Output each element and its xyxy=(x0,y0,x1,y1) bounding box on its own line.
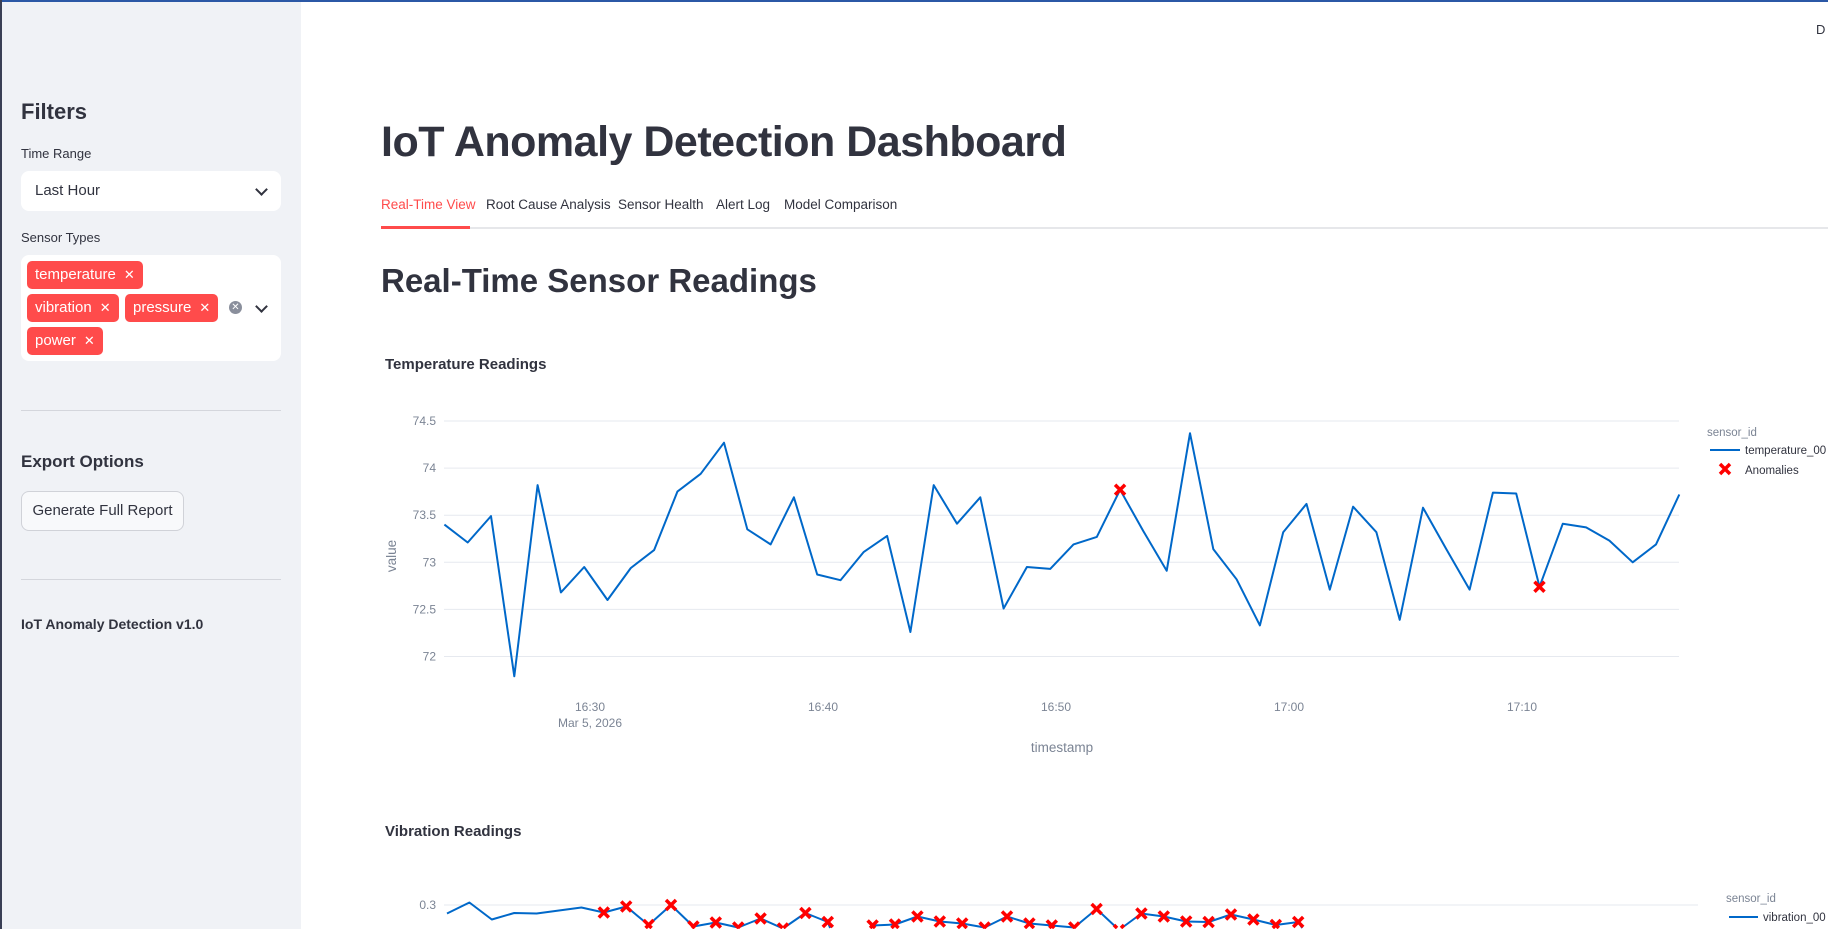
temperature-chart-title: Temperature Readings xyxy=(385,356,547,373)
anomaly-marker xyxy=(1247,913,1260,926)
tag-label: temperature xyxy=(35,266,116,283)
tag-temperature: temperature ✕ xyxy=(27,261,143,289)
sidebar-divider xyxy=(21,410,281,411)
anomaly-marker xyxy=(687,920,700,929)
legend-anomaly-marker xyxy=(1718,462,1732,476)
anomaly-marker xyxy=(1157,910,1171,923)
anomaly-marker xyxy=(1533,580,1546,594)
tab-alert-log[interactable]: Alert Log xyxy=(716,197,771,212)
anomaly-marker xyxy=(642,918,655,929)
anomaly-marker xyxy=(776,922,790,929)
anomaly-marker xyxy=(731,921,745,929)
tag-power: power ✕ xyxy=(27,327,103,355)
y-tick-label: 73.5 xyxy=(413,508,437,522)
section-subheader: Real-Time Sensor Readings xyxy=(381,262,817,299)
x-tick-label: 16:50 xyxy=(1041,700,1071,714)
anomaly-marker xyxy=(1112,923,1126,929)
legend-title: sensor_id xyxy=(1707,427,1757,439)
anomaly-marker xyxy=(799,906,812,920)
anomaly-marker xyxy=(1090,902,1103,916)
anomaly-marker xyxy=(1067,921,1081,929)
tab-real-time-view[interactable]: Real-Time View xyxy=(381,197,476,212)
anomaly-marker xyxy=(709,916,723,929)
anomaly-marker xyxy=(955,917,969,929)
y-tick-label: 72.5 xyxy=(413,602,437,616)
anomaly-marker xyxy=(1202,915,1215,929)
top-accent-bar xyxy=(0,0,1828,2)
tag-label: vibration xyxy=(35,299,92,316)
vibration-chart-title: Vibration Readings xyxy=(385,823,522,840)
anomaly-marker xyxy=(1045,919,1059,929)
anomaly-marker xyxy=(888,918,902,929)
anomaly-marker xyxy=(754,912,767,925)
sensor-types-multiselect[interactable]: temperature ✕ vibration ✕ pressure ✕ power ✕… xyxy=(21,255,281,361)
x-tick-label: 16:30 xyxy=(575,700,605,714)
page-title: IoT Anomaly Detection Dashboard xyxy=(381,118,1067,166)
anomaly-marker xyxy=(933,915,947,928)
y-tick-label: 74.5 xyxy=(413,414,437,428)
y-axis-title: value xyxy=(384,540,399,572)
remove-tag-icon[interactable]: ✕ xyxy=(99,300,111,315)
x-date-label: Mar 5, 2026 xyxy=(558,716,622,730)
anomaly-marker xyxy=(1179,915,1193,928)
anomaly-marker xyxy=(866,919,879,929)
active-tab-indicator xyxy=(381,226,470,229)
anomaly-marker xyxy=(1113,483,1127,497)
tag-vibration: vibration ✕ xyxy=(27,294,119,322)
sensor-types-label: Sensor Types xyxy=(21,230,101,245)
legend-item-anomalies: Anomalies xyxy=(1745,465,1799,477)
legend-item-vibration: vibration_00 xyxy=(1763,912,1826,924)
legend-item-temperature: temperature_00 xyxy=(1745,445,1826,457)
vibration-series-line xyxy=(446,901,1304,929)
anomaly-marker xyxy=(1224,908,1238,921)
tab-bar-border xyxy=(381,227,1828,229)
anomaly-marker xyxy=(1291,915,1305,929)
version-text: IoT Anomaly Detection v1.0 xyxy=(21,616,204,632)
y-tick-label: 74 xyxy=(423,461,437,475)
anomaly-marker xyxy=(978,921,991,929)
anomaly-marker xyxy=(1135,907,1148,920)
anomaly-marker xyxy=(597,906,611,919)
anomaly-marker xyxy=(821,915,835,929)
x-tick-label: 17:10 xyxy=(1507,700,1537,714)
deploy-button[interactable]: D xyxy=(1816,22,1826,37)
y-tick-label: 72 xyxy=(423,650,437,664)
tag-label: pressure xyxy=(133,299,192,316)
sidebar-divider xyxy=(21,579,281,580)
window-edge xyxy=(0,0,2,929)
export-heading: Export Options xyxy=(21,452,144,471)
y-tick-label: 73 xyxy=(423,555,437,569)
clear-all-icon[interactable]: ✕ xyxy=(229,301,242,314)
tab-sensor-health[interactable]: Sensor Health xyxy=(618,197,704,212)
generate-report-button[interactable]: Generate Full Report xyxy=(21,491,184,531)
time-range-label: Time Range xyxy=(21,146,92,161)
remove-tag-icon[interactable]: ✕ xyxy=(199,300,211,315)
anomaly-marker xyxy=(1269,918,1283,929)
tab-model-comparison[interactable]: Model Comparison xyxy=(784,197,898,212)
x-tick-label: 17:00 xyxy=(1274,700,1304,714)
anomaly-marker xyxy=(1023,917,1036,929)
anomaly-marker xyxy=(1000,910,1014,923)
anomaly-marker xyxy=(619,900,633,913)
y-tick-label: 0.3 xyxy=(419,898,436,912)
anomaly-marker xyxy=(664,898,678,912)
filters-heading: Filters xyxy=(21,99,88,124)
x-axis-title: timestamp xyxy=(1031,740,1093,755)
sidebar: Filters Time Range Last Hour Sensor Type… xyxy=(0,0,301,929)
remove-tag-icon[interactable]: ✕ xyxy=(123,267,135,282)
tab-root-cause-analysis[interactable]: Root Cause Analysis xyxy=(486,197,611,212)
remove-tag-icon[interactable]: ✕ xyxy=(83,333,95,348)
temperature-series-line xyxy=(443,432,1681,678)
time-range-select[interactable]: Last Hour xyxy=(21,171,281,211)
tag-pressure: pressure ✕ xyxy=(125,294,219,322)
legend-title: sensor_id xyxy=(1726,893,1776,905)
time-range-value: Last Hour xyxy=(35,182,101,199)
x-tick-label: 16:40 xyxy=(808,700,838,714)
anomaly-marker xyxy=(911,910,924,923)
tag-label: power xyxy=(35,332,76,349)
